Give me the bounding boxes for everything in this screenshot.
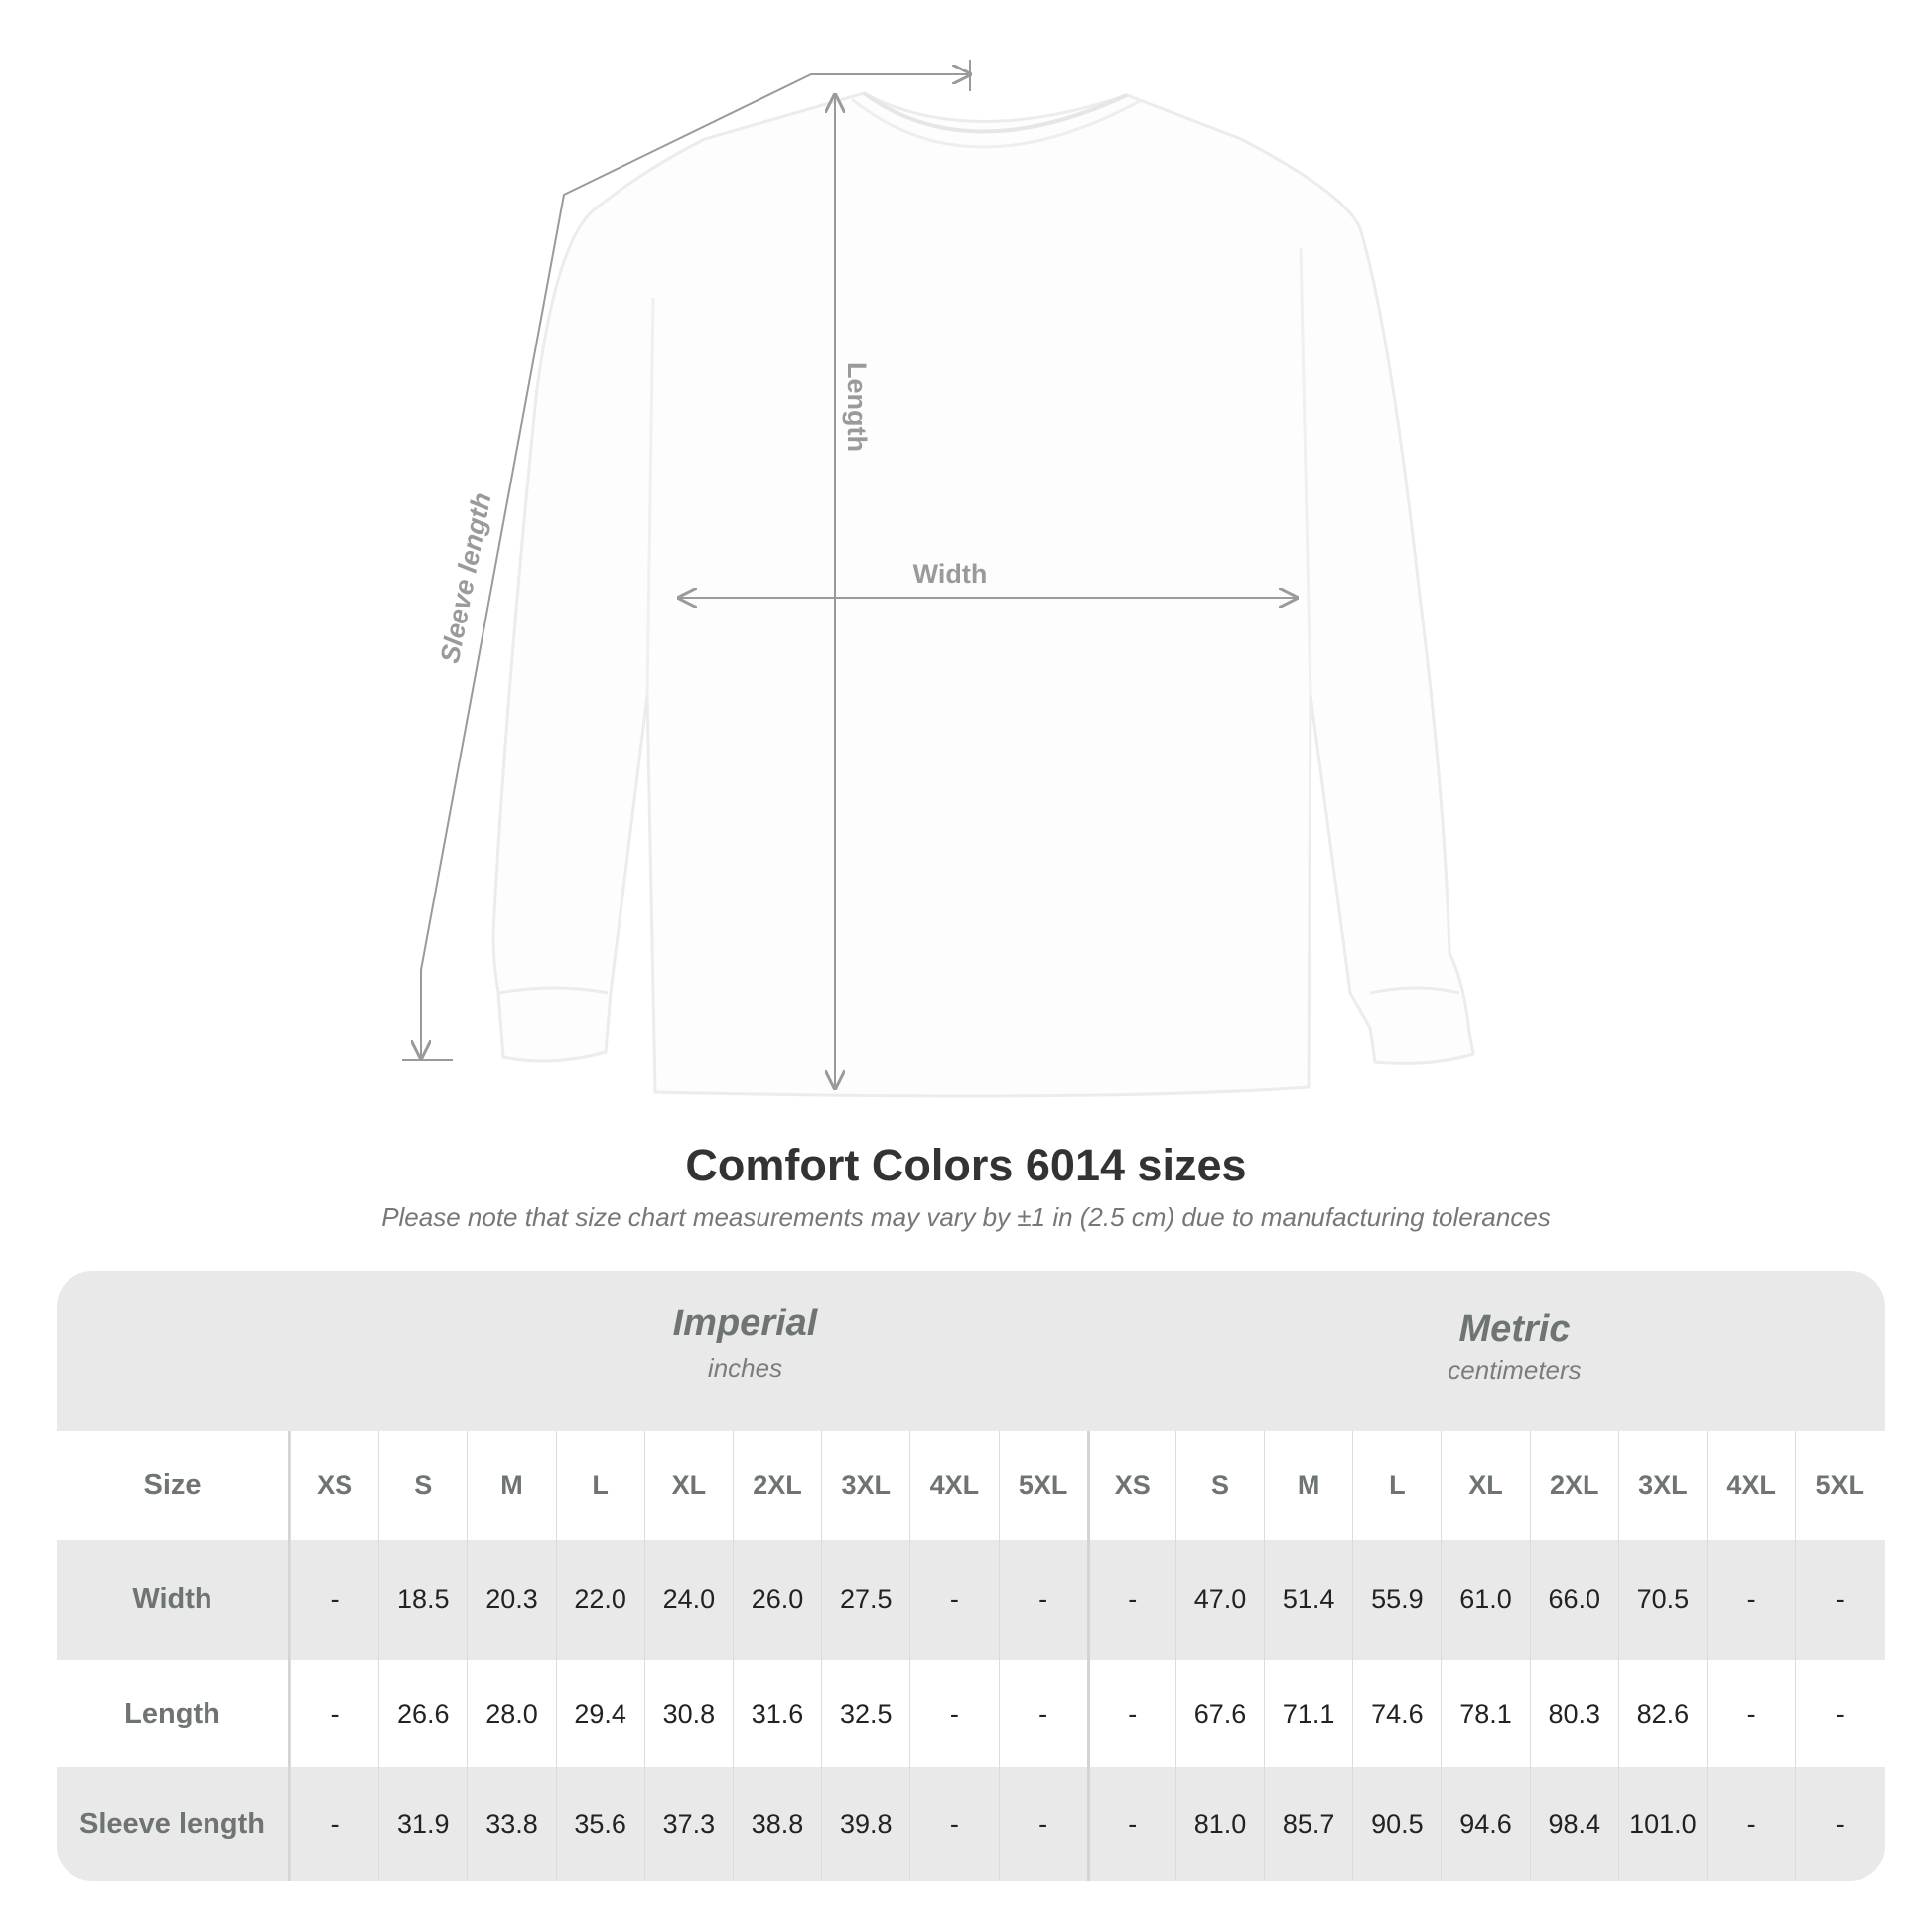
imperial-value: 26.0 (732, 1540, 821, 1660)
metric-value: - (1707, 1767, 1795, 1881)
imperial-value: - (290, 1660, 378, 1767)
metric-value: 55.9 (1352, 1540, 1441, 1660)
imperial-value: - (290, 1540, 378, 1660)
size-header-imperial: XS (290, 1431, 378, 1540)
row-label: Length (57, 1660, 290, 1767)
imperial-header: Imperial inches (346, 1303, 1144, 1384)
metric-value: 70.5 (1617, 1540, 1707, 1660)
imperial-value: - (909, 1540, 998, 1660)
row-label: Width (57, 1540, 290, 1660)
metric-value: 78.1 (1441, 1660, 1529, 1767)
size-grid: Size XS S M L XL 2XL 3XL 4XL 5XL XS S M L XL 2XL 3XL 4XL 5… (57, 1431, 1885, 1881)
metric-value: 85.7 (1264, 1767, 1352, 1881)
imperial-value: 27.5 (821, 1540, 909, 1660)
imperial-value: - (290, 1767, 378, 1881)
size-table: Imperial inches Metric centimeters Size X… (57, 1271, 1885, 1881)
metric-value: 71.1 (1264, 1660, 1352, 1767)
tolerance-note: Please note that size chart measurements… (381, 1202, 1551, 1232)
imperial-value: 20.3 (467, 1540, 555, 1660)
imperial-value: 35.6 (555, 1767, 644, 1881)
size-header-metric: XS (1086, 1431, 1175, 1540)
imperial-value: 39.8 (821, 1767, 909, 1881)
metric-value: - (1795, 1767, 1883, 1881)
table-row: Length -26.6 28.0 29.4 30.8 31.6 32.5- - -67.6 71… (57, 1660, 1885, 1767)
metric-value: 94.6 (1441, 1767, 1529, 1881)
row-label: Sleeve length (57, 1767, 290, 1881)
metric-value: - (1707, 1660, 1795, 1767)
metric-value: 66.0 (1529, 1540, 1618, 1660)
metric-value: 82.6 (1617, 1660, 1707, 1767)
metric-value: - (1086, 1767, 1175, 1881)
size-header-metric: 5XL (1795, 1431, 1883, 1540)
page-title: Comfort Colors 6014 sizes (685, 1140, 1247, 1190)
imperial-value: 26.6 (378, 1660, 467, 1767)
size-header-imperial: 2XL (732, 1431, 821, 1540)
size-header-imperial: 5XL (998, 1431, 1087, 1540)
size-header-metric: 2XL (1529, 1431, 1618, 1540)
imperial-value: 30.8 (643, 1660, 733, 1767)
metric-value: 101.0 (1617, 1767, 1707, 1881)
metric-value: - (1707, 1540, 1795, 1660)
size-header-row: Size XS S M L XL 2XL 3XL 4XL 5XL XS S M L XL 2XL 3XL 4XL 5… (57, 1431, 1885, 1540)
imperial-value: 38.8 (732, 1767, 821, 1881)
size-header-metric: S (1174, 1431, 1264, 1540)
size-header-metric: XL (1441, 1431, 1529, 1540)
metric-value: 51.4 (1264, 1540, 1352, 1660)
metric-value: 90.5 (1352, 1767, 1441, 1881)
metric-value: 67.6 (1174, 1660, 1264, 1767)
imperial-value: - (998, 1540, 1087, 1660)
imperial-value: - (998, 1660, 1087, 1767)
metric-value: 47.0 (1174, 1540, 1264, 1660)
size-header-imperial: XL (643, 1431, 733, 1540)
imperial-value: 31.9 (378, 1767, 467, 1881)
imperial-value: - (909, 1660, 998, 1767)
imperial-value: 32.5 (821, 1660, 909, 1767)
metric-value: - (1086, 1660, 1175, 1767)
size-header-metric: 3XL (1617, 1431, 1707, 1540)
metric-title: Metric (1458, 1309, 1571, 1350)
imperial-value: - (998, 1767, 1087, 1881)
sleeve-arrow (421, 74, 970, 1058)
metric-unit: centimeters (1448, 1355, 1582, 1385)
imperial-title: Imperial (672, 1303, 818, 1344)
imperial-value: 33.8 (467, 1767, 555, 1881)
imperial-value: 29.4 (555, 1660, 644, 1767)
width-label: Width (913, 559, 988, 589)
metric-value: 98.4 (1529, 1767, 1618, 1881)
long-sleeve-shirt (491, 91, 1475, 1098)
imperial-unit: inches (707, 1353, 783, 1383)
size-header-imperial: 4XL (909, 1431, 998, 1540)
metric-value: 81.0 (1174, 1767, 1264, 1881)
metric-value: - (1795, 1540, 1883, 1660)
size-header-imperial: 3XL (821, 1431, 909, 1540)
size-header-label: Size (57, 1431, 290, 1540)
size-header-imperial: S (378, 1431, 467, 1540)
imperial-value: 28.0 (467, 1660, 555, 1767)
metric-value: 80.3 (1529, 1660, 1618, 1767)
metric-value: 61.0 (1441, 1540, 1529, 1660)
sleeve-length-label: Sleeve length (435, 490, 497, 666)
imperial-value: - (909, 1767, 998, 1881)
length-label: Length (842, 362, 872, 452)
size-header-metric: 4XL (1707, 1431, 1795, 1540)
measurement-lines (402, 60, 1297, 1088)
imperial-value: 37.3 (643, 1767, 733, 1881)
shirt-diagram: Length Width Sleeve length (402, 60, 1475, 1098)
size-header-imperial: L (555, 1431, 644, 1540)
size-header-imperial: M (467, 1431, 555, 1540)
metric-value: - (1086, 1540, 1175, 1660)
imperial-value: 24.0 (643, 1540, 733, 1660)
size-header-metric: L (1352, 1431, 1441, 1540)
table-row: Sleeve length -31.9 33.8 35.6 37.3 38.8 39.8- -… (57, 1767, 1885, 1881)
metric-value: - (1795, 1660, 1883, 1767)
imperial-value: 18.5 (378, 1540, 467, 1660)
imperial-value: 31.6 (732, 1660, 821, 1767)
size-header-metric: M (1264, 1431, 1352, 1540)
table-row: Width -18.5 20.3 22.0 24.0 26.0 27.5- - -47.0 51.… (57, 1540, 1885, 1660)
metric-header: Metric centimeters (1144, 1309, 1885, 1386)
metric-value: 74.6 (1352, 1660, 1441, 1767)
imperial-value: 22.0 (555, 1540, 644, 1660)
